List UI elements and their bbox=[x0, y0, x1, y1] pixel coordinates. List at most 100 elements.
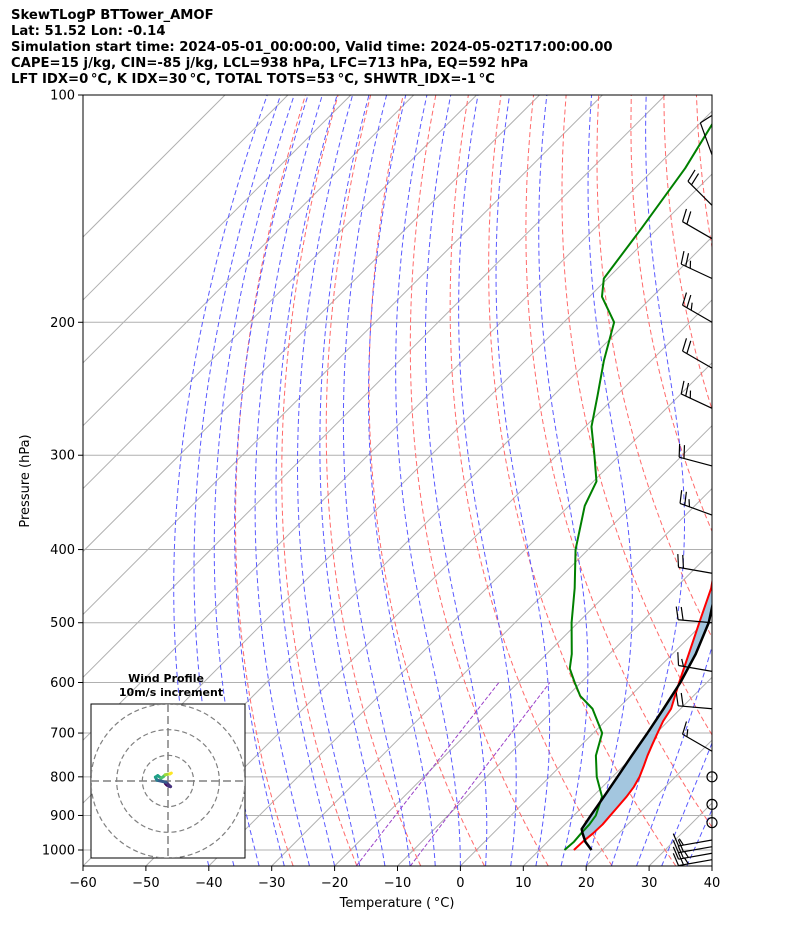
header-line-times: Simulation start time: 2024-05-01_00:00:… bbox=[11, 40, 613, 55]
dry-adiabat bbox=[488, 95, 677, 866]
barb-staff bbox=[679, 502, 713, 516]
hodograph-subtitle: 10m/s increment bbox=[119, 686, 223, 699]
wind-barb bbox=[678, 443, 713, 467]
barb-feather bbox=[681, 721, 688, 735]
x-tick-label: −30 bbox=[258, 876, 285, 891]
barb-staff bbox=[678, 566, 713, 574]
barb-staff bbox=[678, 859, 713, 867]
barb-feather bbox=[672, 853, 680, 866]
barb-staff bbox=[682, 304, 713, 323]
moist-adiabat bbox=[193, 95, 282, 866]
mixing-ratio-line bbox=[409, 682, 551, 866]
x-tick-label: −60 bbox=[69, 876, 96, 891]
barb-feather bbox=[681, 208, 688, 222]
hodograph-trace-segment bbox=[168, 771, 173, 776]
moist-adiabat bbox=[458, 95, 517, 866]
header-line-cape: CAPE=15 j/kg, CIN=-85 j/kg, LCL=938 hPa,… bbox=[11, 56, 529, 71]
barb-feather bbox=[686, 294, 692, 308]
y-tick-label: 500 bbox=[50, 616, 75, 631]
moist-adiabat bbox=[585, 95, 633, 866]
dry-adiabat bbox=[663, 95, 712, 411]
dry-adiabat bbox=[561, 95, 712, 736]
barb-feather bbox=[686, 340, 692, 354]
isotherm-line bbox=[334, 487, 712, 866]
barb-feather bbox=[672, 840, 680, 853]
dry-adiabat bbox=[409, 95, 549, 866]
isotherm-line bbox=[648, 802, 712, 866]
y-tick-label: 900 bbox=[50, 809, 75, 824]
wind-barb bbox=[677, 554, 713, 574]
barb-staff bbox=[679, 456, 713, 467]
header-line-latlon: Lat: 51.52 Lon: -0.14 bbox=[11, 24, 166, 39]
barb-feather bbox=[680, 380, 685, 395]
dry-adiabat bbox=[281, 95, 358, 866]
moist-adiabat bbox=[342, 95, 411, 866]
x-tick-label: −10 bbox=[384, 876, 411, 891]
dry-adiabat bbox=[525, 95, 712, 829]
y-tick-label: 100 bbox=[50, 89, 75, 104]
barb-feather bbox=[685, 253, 690, 267]
wind-barb bbox=[680, 380, 713, 409]
moist-adiabat bbox=[661, 741, 712, 866]
barb-staff bbox=[680, 263, 713, 280]
moist-adiabat bbox=[173, 95, 268, 866]
x-tick-label: −40 bbox=[195, 876, 222, 891]
barb-feather bbox=[679, 490, 683, 504]
header-text: SkewTLogP BTTower_AMOF Lat: 51.52 Lon: -… bbox=[11, 8, 613, 88]
wind-barb bbox=[680, 250, 713, 280]
x-tick-label: −20 bbox=[321, 876, 348, 891]
wind-barb bbox=[675, 606, 713, 624]
moist-adiabat bbox=[319, 95, 386, 866]
wind-barb bbox=[681, 721, 713, 752]
barb-feather bbox=[681, 292, 688, 306]
y-tick-label: 600 bbox=[50, 676, 75, 691]
barb-feather bbox=[680, 606, 684, 621]
hodograph-title: Wind Profile bbox=[128, 672, 204, 685]
barb-staff bbox=[678, 839, 713, 847]
barb-staff bbox=[682, 733, 713, 752]
moist-adiabat bbox=[495, 95, 551, 866]
barb-staff bbox=[680, 393, 713, 409]
moist-adiabat bbox=[636, 644, 712, 866]
wind-barb bbox=[679, 490, 713, 516]
y-tick-label: 800 bbox=[50, 770, 75, 785]
isotherm-line bbox=[83, 95, 540, 553]
isotherm-line bbox=[271, 424, 712, 866]
wind-barb bbox=[681, 208, 713, 240]
wind-barb bbox=[681, 338, 713, 369]
moist-adiabat bbox=[367, 95, 436, 866]
barb-feather bbox=[685, 382, 690, 397]
barb-staff bbox=[687, 180, 713, 206]
isotherm-line bbox=[83, 95, 415, 427]
barb-feather bbox=[680, 692, 684, 707]
moist-adiabat bbox=[395, 95, 461, 866]
barb-feather bbox=[675, 606, 679, 620]
barb-feather bbox=[690, 302, 693, 311]
moist-adiabat bbox=[686, 808, 712, 866]
x-tick-label: −50 bbox=[132, 876, 159, 891]
wind-barbs bbox=[672, 115, 718, 867]
calm-wind-circle bbox=[706, 798, 718, 810]
dry-adiabat bbox=[325, 95, 422, 866]
isotherm-line bbox=[83, 95, 352, 364]
moist-adiabat bbox=[234, 95, 309, 866]
calm-wind-circle bbox=[706, 817, 718, 829]
profile-layer bbox=[563, 122, 712, 851]
isotherm-line bbox=[208, 362, 712, 866]
barb-feather bbox=[700, 115, 712, 124]
x-tick-label: 10 bbox=[515, 876, 532, 891]
x-tick-label: 30 bbox=[641, 876, 658, 891]
isotherm-line bbox=[460, 613, 712, 866]
barb-feather bbox=[681, 338, 688, 352]
axes: −60 −50 −40 −30 −20 −10 0 10 20 30 40 1000 900 800 700… bbox=[42, 89, 720, 892]
parcel-profile bbox=[580, 601, 712, 851]
background-lines bbox=[83, 95, 712, 866]
moist-adiabat bbox=[275, 95, 338, 866]
x-tick-label: 40 bbox=[704, 876, 721, 891]
barb-feather bbox=[677, 652, 680, 666]
barb-feather bbox=[672, 833, 680, 847]
hodograph bbox=[90, 703, 246, 859]
moist-adiabat bbox=[254, 95, 323, 866]
barb-feather bbox=[675, 692, 679, 706]
